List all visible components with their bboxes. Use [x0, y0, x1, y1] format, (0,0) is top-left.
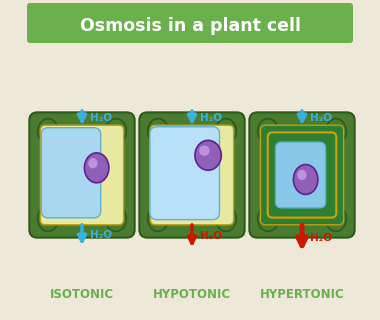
Text: H₂O: H₂O [90, 113, 112, 123]
Ellipse shape [326, 206, 346, 231]
FancyBboxPatch shape [40, 125, 124, 225]
Ellipse shape [148, 119, 168, 144]
Text: H₂O: H₂O [200, 231, 222, 241]
FancyBboxPatch shape [150, 127, 220, 220]
Text: Osmosis in a plant cell: Osmosis in a plant cell [79, 17, 301, 35]
Ellipse shape [106, 119, 126, 144]
Ellipse shape [258, 119, 279, 144]
Ellipse shape [258, 206, 279, 231]
Ellipse shape [195, 140, 221, 170]
FancyBboxPatch shape [260, 125, 344, 225]
Ellipse shape [88, 158, 98, 168]
Ellipse shape [38, 119, 59, 144]
FancyBboxPatch shape [150, 125, 234, 225]
Text: HYPERTONIC: HYPERTONIC [260, 289, 344, 301]
Ellipse shape [293, 164, 318, 195]
FancyBboxPatch shape [41, 128, 101, 218]
Ellipse shape [84, 153, 109, 183]
Text: ISOTONIC: ISOTONIC [50, 289, 114, 301]
Ellipse shape [38, 206, 59, 231]
Text: H₂O: H₂O [90, 230, 112, 240]
FancyBboxPatch shape [139, 112, 245, 238]
Ellipse shape [199, 146, 209, 156]
FancyBboxPatch shape [276, 142, 326, 208]
Ellipse shape [326, 119, 346, 144]
Ellipse shape [215, 119, 236, 144]
FancyBboxPatch shape [249, 112, 355, 238]
Text: H₂O: H₂O [200, 113, 222, 123]
Ellipse shape [148, 206, 168, 231]
Ellipse shape [215, 206, 236, 231]
FancyBboxPatch shape [27, 3, 353, 43]
Text: H₂O: H₂O [310, 113, 332, 123]
FancyBboxPatch shape [29, 112, 135, 238]
Text: HYPOTONIC: HYPOTONIC [153, 289, 231, 301]
Ellipse shape [297, 170, 307, 180]
Ellipse shape [106, 206, 126, 231]
Text: H₂O: H₂O [310, 233, 332, 243]
